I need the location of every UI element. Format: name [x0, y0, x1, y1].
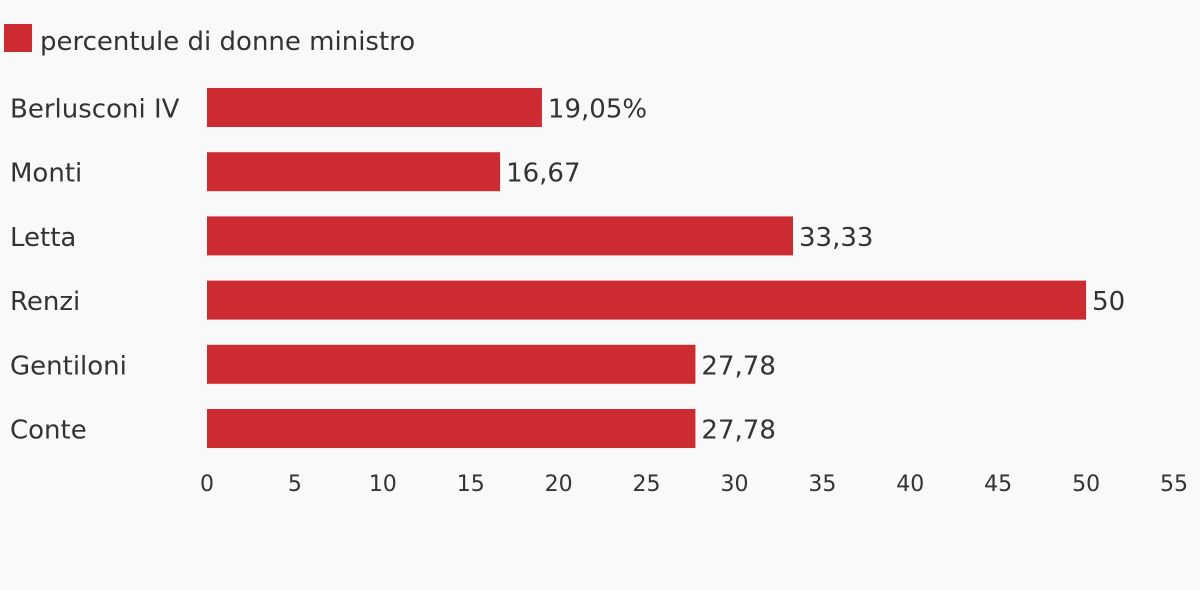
x-tick-label: 45 — [984, 472, 1012, 497]
data-label: 16,67 — [506, 159, 580, 189]
x-tick-label: 25 — [633, 472, 661, 497]
value-labels: 19,05% 16,67 33,33 50 27,78 27,78 — [506, 95, 1125, 446]
legend-swatch — [4, 24, 32, 52]
bars — [207, 88, 1087, 448]
x-tick-label: 35 — [808, 472, 836, 497]
x-tick-label: 50 — [1072, 472, 1100, 497]
category-label: Renzi — [10, 287, 80, 317]
bar-monti — [207, 152, 501, 192]
category-label: Berlusconi IV — [10, 95, 180, 125]
category-label: Gentiloni — [10, 351, 127, 381]
bar-gentiloni — [207, 344, 696, 384]
bar-letta — [207, 216, 794, 256]
data-label: 27,78 — [701, 351, 775, 381]
data-label: 50 — [1092, 287, 1125, 317]
category-label: Monti — [10, 159, 82, 189]
data-label: 27,78 — [701, 416, 775, 446]
x-tick-label: 20 — [545, 472, 573, 497]
category-labels: Berlusconi IV Monti Letta Renzi Gentiloni Con… — [10, 95, 180, 446]
x-tick-label: 0 — [200, 472, 214, 497]
data-label: 33,33 — [799, 223, 873, 253]
legend: percentule di donne ministro — [4, 24, 415, 57]
x-tick-label: 15 — [457, 472, 485, 497]
x-tick-label: 30 — [720, 472, 748, 497]
data-label: 19,05% — [548, 95, 647, 125]
category-label: Conte — [10, 416, 87, 446]
x-tick-label: 55 — [1160, 472, 1188, 497]
x-tick-label: 10 — [369, 472, 397, 497]
bar-conte — [207, 409, 696, 448]
bar-berlusconi-iv — [207, 88, 542, 127]
bar-renzi — [207, 280, 1087, 320]
x-axis-ticks: 0 5 10 15 20 25 30 35 40 45 50 55 — [200, 472, 1188, 497]
x-tick-label: 40 — [896, 472, 924, 497]
category-label: Letta — [10, 223, 76, 253]
legend-label: percentule di donne ministro — [40, 27, 415, 57]
x-tick-label: 5 — [288, 472, 302, 497]
